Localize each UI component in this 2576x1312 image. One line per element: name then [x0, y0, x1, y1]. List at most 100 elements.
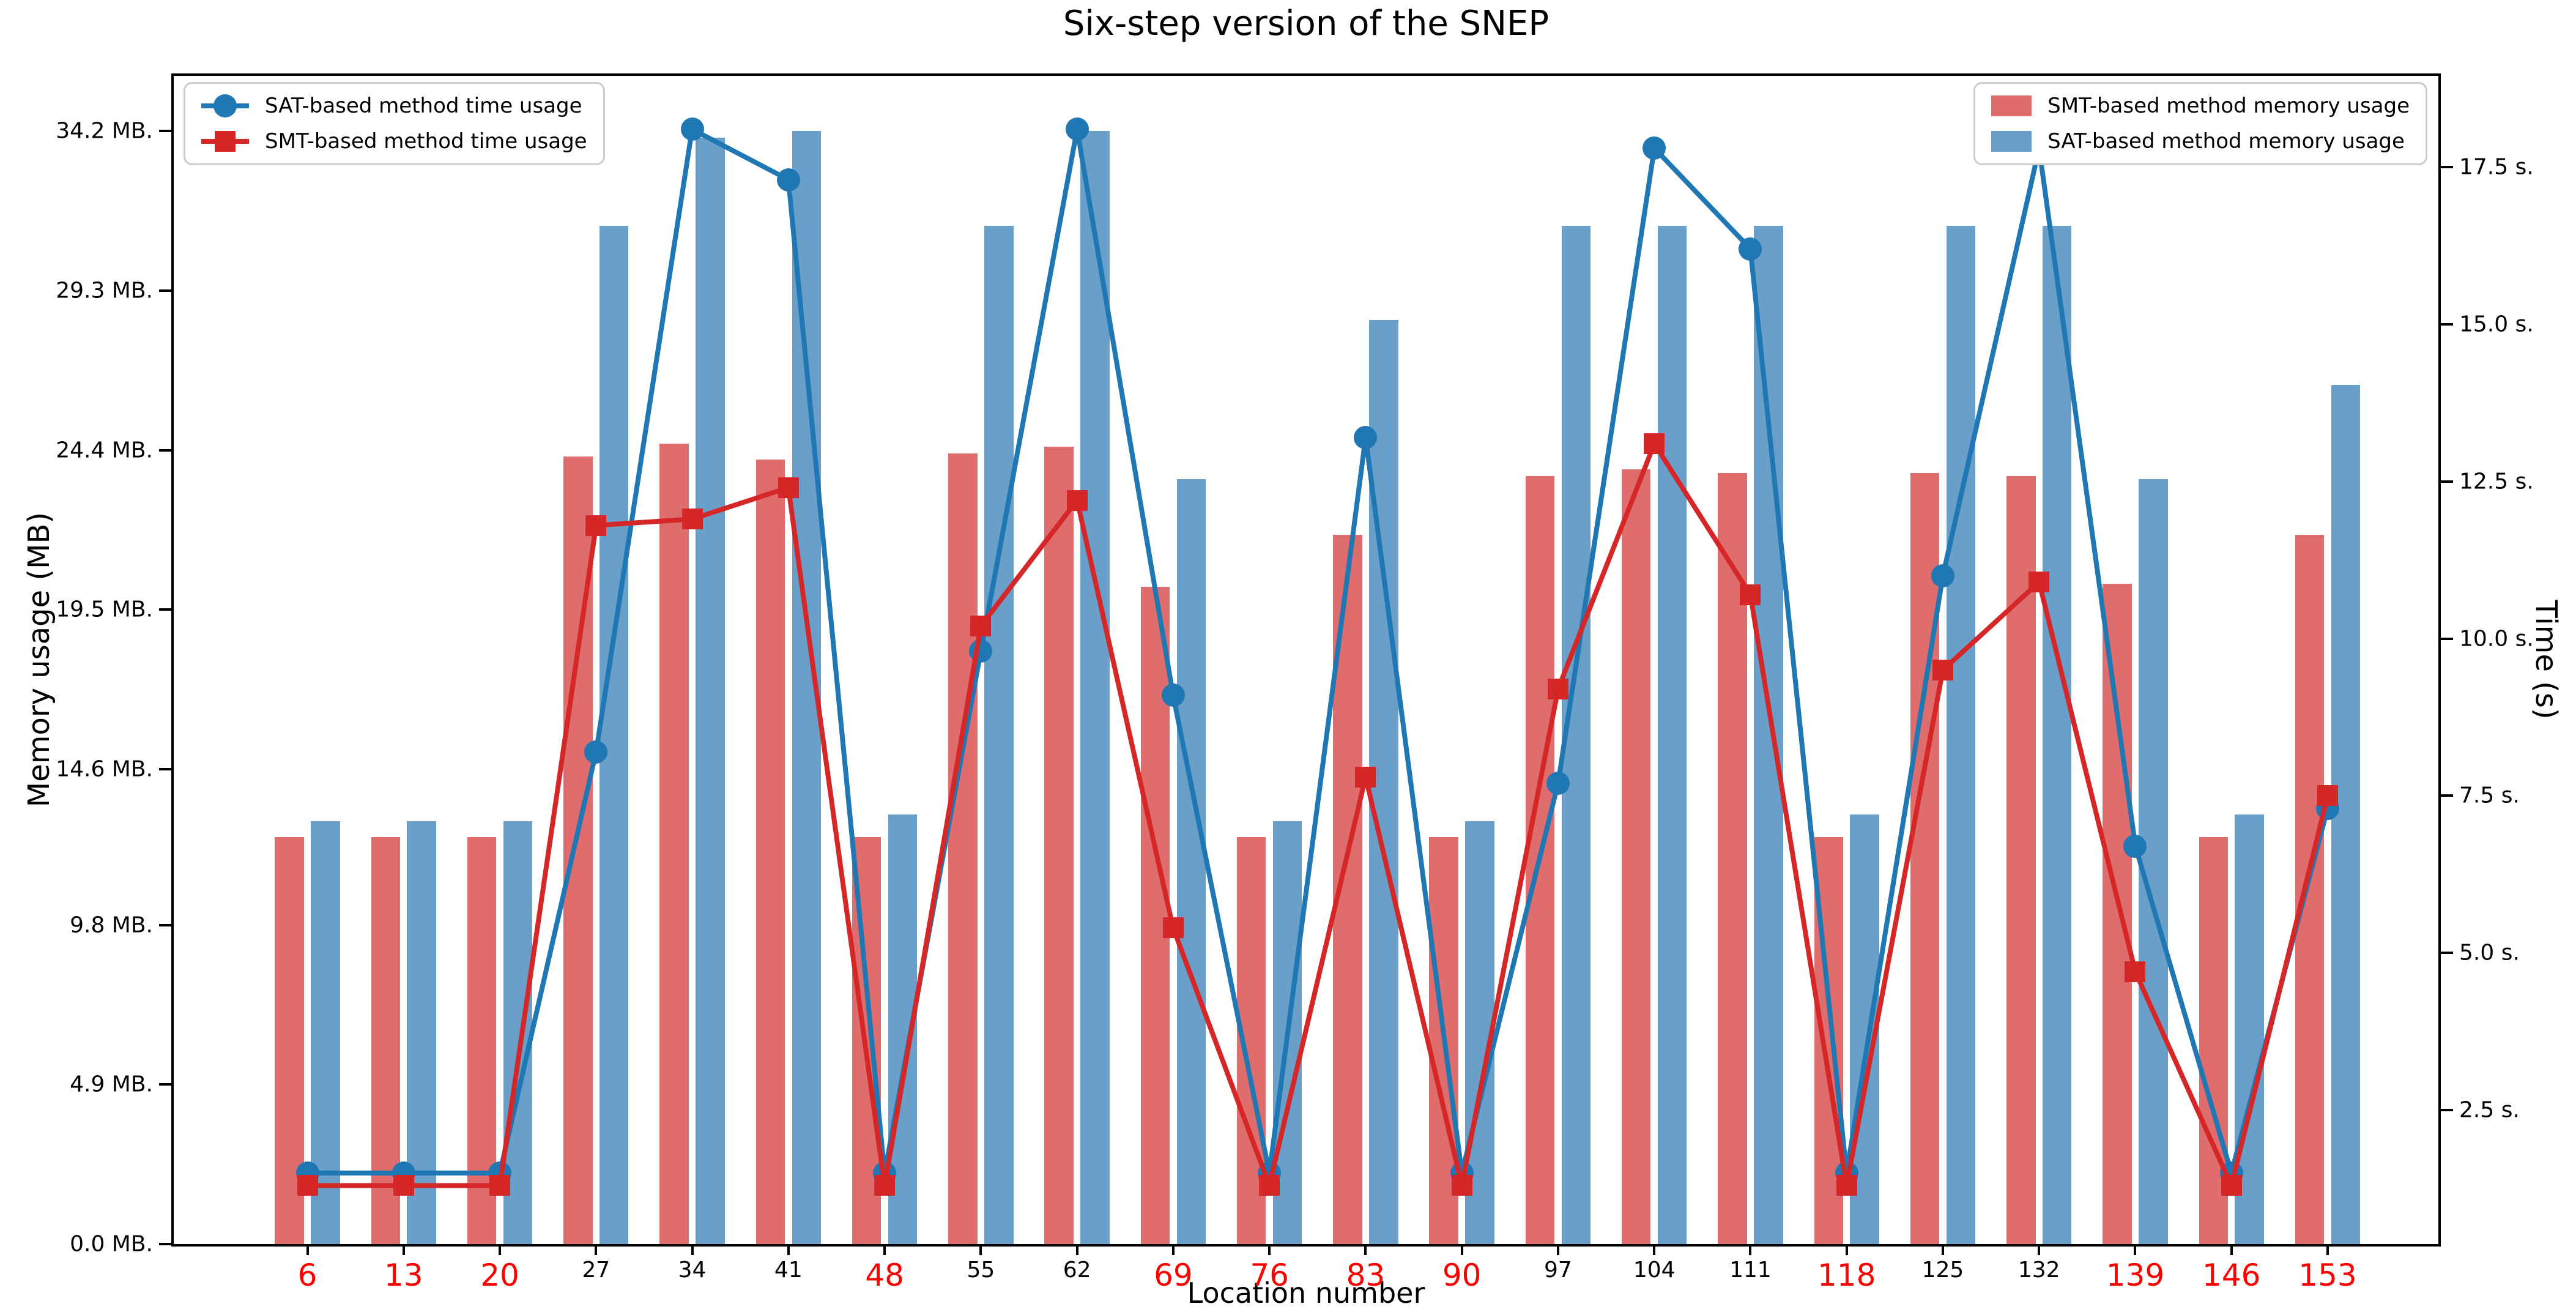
sat-time-marker-circle [1642, 136, 1666, 160]
x-axis-label: Location number [1187, 1277, 1425, 1310]
x-tick-mark [1749, 1244, 1752, 1255]
x-tick-mark [1653, 1244, 1656, 1255]
y-tick-mark-left [159, 767, 174, 770]
x-tick-label: 146 [2202, 1258, 2261, 1293]
y-tick-mark-right [2438, 165, 2453, 168]
legend-item-smt-memory: SMT-based method memory usage [1991, 90, 2410, 122]
smt-time-marker-square [393, 1175, 414, 1196]
y-tick-mark-right [2438, 952, 2453, 955]
smt-time-marker-square [585, 515, 607, 536]
smt-time-marker-square [2221, 1175, 2242, 1196]
x-tick-label: 6 [297, 1258, 317, 1293]
legend-item-sat-time: SAT-based method time usage [201, 90, 587, 122]
x-tick-mark [1075, 1244, 1078, 1255]
y-tick-label-right: 2.5 s. [2459, 1097, 2520, 1123]
y-tick-label-left: 29.3 MB. [56, 278, 153, 304]
sat-time-marker-circle [776, 168, 800, 192]
x-tick-mark [2038, 1244, 2041, 1255]
smt-time-marker-square [2125, 961, 2146, 983]
smt-time-marker-square [1066, 490, 1088, 511]
x-tick-label: 132 [2017, 1258, 2060, 1283]
legend-label: SAT-based method memory usage [2047, 129, 2405, 154]
y-tick-label-right: 7.5 s. [2459, 783, 2520, 808]
legend-label: SMT-based method memory usage [2047, 94, 2410, 118]
smt-time-marker-square [874, 1175, 896, 1196]
legend-item-smt-time: SMT-based method time usage [201, 125, 587, 157]
legend-label: SAT-based method time usage [265, 94, 582, 118]
y-tick-label-right: 12.5 s. [2459, 469, 2534, 494]
y-tick-label-right: 15.0 s. [2459, 311, 2534, 337]
y-tick-label-left: 14.6 MB. [56, 756, 153, 782]
y-tick-mark-left [159, 289, 174, 292]
x-tick-label: 48 [865, 1258, 904, 1293]
smt-time-marker-square [970, 616, 992, 637]
bar-sat-memory [1657, 225, 1687, 1244]
bar-sat-memory [1080, 131, 1110, 1244]
smt-time-marker-square [778, 477, 799, 498]
x-tick-mark [883, 1244, 886, 1255]
x-tick-mark [499, 1244, 502, 1255]
bar-smt-memory [659, 443, 689, 1244]
smt-time-marker-square [1451, 1175, 1472, 1196]
y-tick-label-left: 9.8 MB. [70, 912, 153, 938]
y-tick-mark-right [2438, 1109, 2453, 1112]
x-tick-label: 20 [480, 1258, 519, 1293]
x-tick-mark [1845, 1244, 1848, 1255]
y-tick-mark-left [159, 608, 174, 611]
y-tick-label-right: 5.0 s. [2459, 940, 2520, 966]
x-tick-label: 125 [1921, 1258, 1964, 1283]
y-tick-mark-left [159, 449, 174, 452]
x-tick-label: 69 [1154, 1258, 1193, 1293]
bar-smt-memory [1910, 472, 1940, 1244]
smt-time-marker-square [1259, 1175, 1280, 1196]
y-tick-label-right: 10.0 s. [2459, 626, 2534, 652]
legend-item-sat-memory: SAT-based method memory usage [1991, 125, 2410, 157]
x-tick-label: 76 [1250, 1258, 1289, 1293]
x-tick-label: 97 [1544, 1258, 1572, 1283]
bar-smt-memory [948, 453, 978, 1244]
y-tick-mark-right [2438, 637, 2453, 640]
x-tick-label: 83 [1346, 1258, 1386, 1293]
bar-sat-memory [2042, 225, 2072, 1244]
x-tick-mark [979, 1244, 982, 1255]
x-tick-label: 153 [2298, 1258, 2357, 1293]
bar-smt-memory [1044, 447, 1074, 1244]
bar-sat-memory [984, 225, 1014, 1244]
bar-smt-memory [2103, 583, 2132, 1244]
sat-memory-swatch-icon [1991, 131, 2032, 152]
x-tick-mark [1556, 1244, 1559, 1255]
bar-sat-memory [1946, 225, 1976, 1244]
bar-sat-memory [696, 138, 725, 1244]
smt-time-line-glyph [201, 131, 249, 152]
smt-time-marker-square [1547, 678, 1568, 699]
x-tick-mark [1941, 1244, 1944, 1255]
y-tick-label-left: 34.2 MB. [56, 118, 153, 144]
x-tick-mark [306, 1244, 309, 1255]
sat-time-marker-circle [1739, 237, 1762, 261]
legend-memory-series: SMT-based method memory usage SAT-based … [1973, 82, 2427, 165]
x-tick-mark [691, 1244, 694, 1255]
y-tick-label-right: 17.5 s. [2459, 154, 2534, 180]
bar-smt-memory [2295, 534, 2325, 1244]
x-tick-label: 139 [2106, 1258, 2165, 1293]
smt-time-marker-square [2317, 785, 2338, 807]
sat-time-marker-circle [1546, 771, 1570, 795]
smt-time-marker-square [1644, 433, 1665, 455]
y-tick-label-left: 0.0 MB. [70, 1231, 153, 1257]
legend-label: SMT-based method time usage [265, 129, 587, 154]
x-tick-label: 41 [774, 1258, 803, 1283]
sat-time-line-glyph [201, 94, 249, 117]
y-tick-mark-left [159, 1083, 174, 1086]
x-tick-mark [2326, 1244, 2329, 1255]
x-tick-mark [2230, 1244, 2233, 1255]
x-tick-label: 111 [1729, 1258, 1772, 1283]
bar-smt-memory [755, 460, 785, 1244]
sat-time-marker-circle [584, 740, 608, 764]
smt-time-marker-square [2029, 572, 2050, 593]
smt-memory-swatch-icon [1991, 95, 2032, 116]
bar-sat-memory [599, 225, 629, 1244]
smt-time-marker-square [1932, 659, 1953, 680]
bar-sat-memory [1176, 479, 1206, 1244]
x-tick-mark [2134, 1244, 2137, 1255]
